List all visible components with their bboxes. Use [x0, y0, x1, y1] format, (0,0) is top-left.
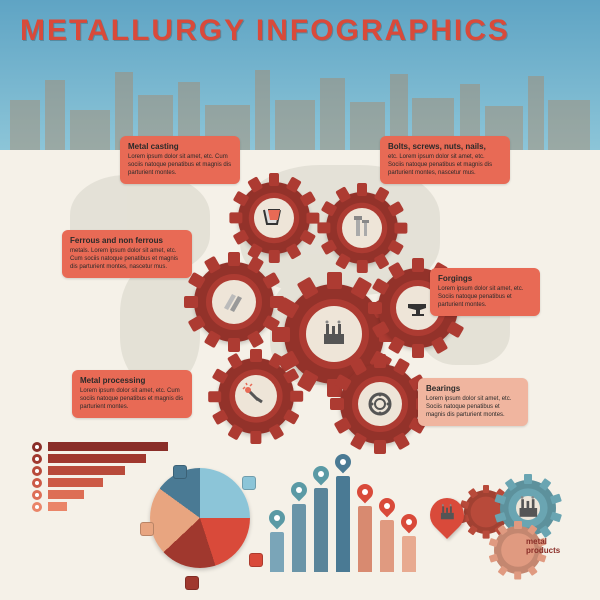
gear-processing	[218, 358, 294, 434]
callout-title: Forgings	[438, 274, 532, 284]
hbar-3	[48, 478, 103, 487]
callout-body: Lorem ipsum dolor sit amet, etc. Sociis …	[426, 396, 520, 419]
callout-body: metals. Lorem ipsum dolor sit amet, etc.…	[70, 248, 184, 271]
page-title: METALLURGY INFOGRAPHICS	[20, 14, 510, 48]
pie-pin-1	[249, 553, 263, 567]
bolt-icon	[32, 466, 42, 476]
gear-casting	[238, 182, 310, 254]
vbar-5	[380, 520, 394, 572]
vbar-3	[336, 476, 350, 572]
beam-icon	[32, 478, 42, 488]
callout-title: Ferrous and non ferrous	[70, 236, 184, 246]
pie-pin-3	[140, 522, 154, 536]
vbar-pin-icon	[288, 479, 311, 502]
gear-bearings	[340, 364, 420, 444]
callout-title: Bolts, screws, nuts, nails,	[388, 142, 502, 152]
callout-title: Metal casting	[128, 142, 232, 152]
vertical-bar-chart	[270, 472, 430, 572]
callout-body: Lorem ipsum dolor sit amet, etc. Cum soc…	[80, 388, 184, 411]
pie-pin-2	[185, 576, 199, 590]
hbar-2	[48, 466, 125, 475]
tool-icon	[32, 502, 42, 512]
vbar-0	[270, 532, 284, 572]
vbar-pin-icon	[354, 481, 377, 504]
vbar-6	[402, 536, 416, 572]
product-gears: metal products	[464, 480, 564, 570]
pie-chart	[150, 468, 250, 568]
callout-forgings: Forgings Lorem ipsum dolor sit amet, etc.…	[430, 268, 540, 316]
callout-body: Lorem ipsum dolor sit amet, etc. Sociis …	[438, 286, 532, 309]
factory-silhouette	[0, 60, 600, 150]
callout-body: etc. Lorem ipsum dolor sit amet, etc. So…	[388, 154, 502, 177]
hbar-0	[48, 442, 168, 451]
callout-title: Metal processing	[80, 376, 184, 386]
vbar-pin-icon	[332, 451, 355, 474]
vbar-1	[292, 504, 306, 572]
hbar-1	[48, 454, 146, 463]
callout-body: Lorem ipsum dolor sit amet, etc. Cum soc…	[128, 154, 232, 177]
factory-icon	[32, 442, 42, 452]
callout-bolts: Bolts, screws, nuts, nails, etc. Lorem ip…	[380, 136, 510, 184]
pie-pin-4	[173, 465, 187, 479]
gear-bolts	[326, 192, 398, 264]
callout-ferrous: Ferrous and non ferrous metals. Lorem ips…	[62, 230, 192, 278]
vbar-pin-icon	[266, 507, 289, 530]
bearing-icon	[32, 490, 42, 500]
vbar-pin-icon	[398, 511, 421, 534]
product-gears-label: metal products	[526, 538, 560, 556]
hbar-5	[48, 502, 67, 511]
gear-ferrous	[194, 262, 274, 342]
vbar-2	[314, 488, 328, 572]
callout-bearings: Bearings Lorem ipsum dolor sit amet, etc.…	[418, 378, 528, 426]
vbar-pin-icon	[376, 495, 399, 518]
hbar-4	[48, 490, 84, 499]
callout-title: Bearings	[426, 384, 520, 394]
horizontal-bar-chart	[48, 442, 168, 514]
pie-pin-0	[242, 476, 256, 490]
anvil-icon	[32, 454, 42, 464]
callout-processing: Metal processing Lorem ipsum dolor sit am…	[72, 370, 192, 418]
vbar-pin-icon	[310, 463, 333, 486]
callout-metal-casting: Metal casting Lorem ipsum dolor sit amet,…	[120, 136, 240, 184]
vbar-4	[358, 506, 372, 572]
